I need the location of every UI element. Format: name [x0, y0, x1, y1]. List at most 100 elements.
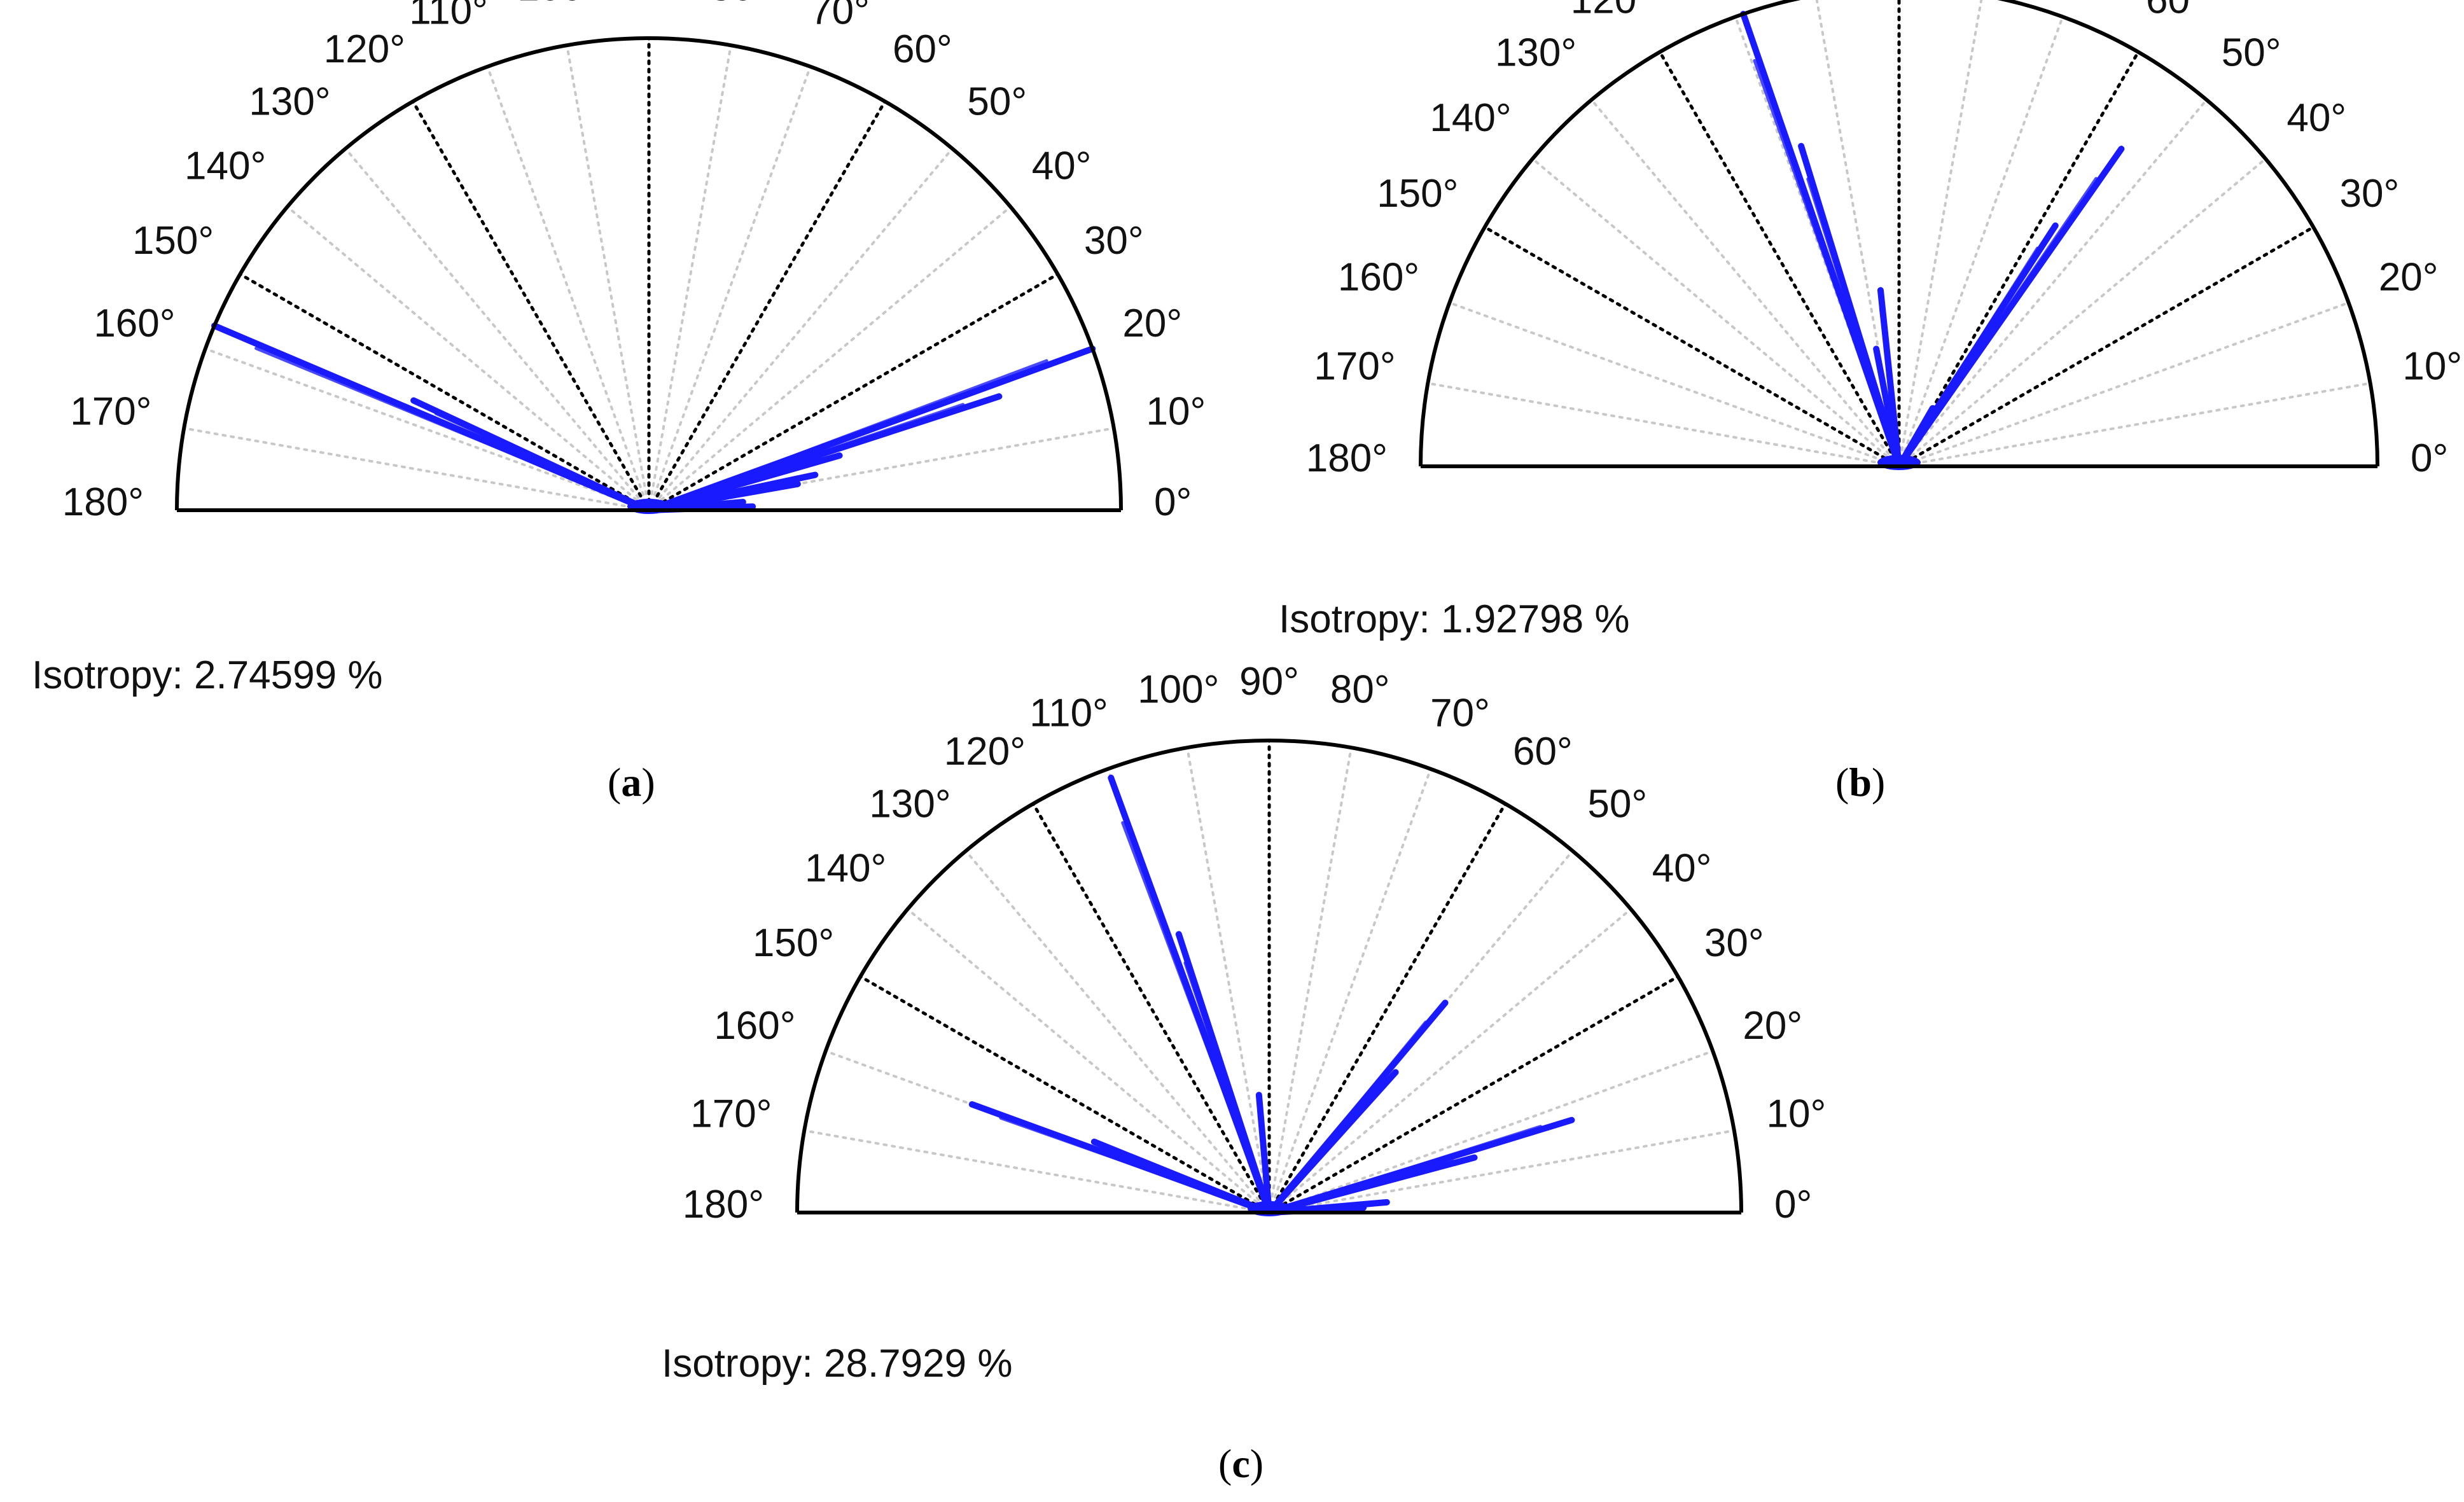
- tick-label-40: 40°: [1032, 144, 1092, 188]
- orientation-peak-edge: [1876, 359, 1901, 468]
- orientation-peak-edge: [1753, 59, 1901, 468]
- tick-label-40: 40°: [1652, 847, 1712, 891]
- minor-grid-line: [344, 147, 650, 511]
- panel-a: 0°10°20°30°40°50°60°70°80°90°100°110°120…: [32, 0, 1206, 805]
- tick-label-140: 140°: [1430, 96, 1511, 140]
- tick-label-40: 40°: [2287, 96, 2346, 140]
- isotropy-label: Isotropy: 1.92798 %: [1279, 597, 1629, 641]
- tick-label-60: 60°: [2146, 0, 2206, 22]
- isotropy-label: Isotropy: 28.7929 %: [662, 1342, 1012, 1386]
- tick-label-130: 130°: [869, 782, 950, 826]
- tick-label-140: 140°: [805, 847, 886, 891]
- tick-label-30: 30°: [1084, 219, 1144, 263]
- tick-label-30: 30°: [1704, 921, 1764, 965]
- tick-label-110: 110°: [409, 0, 488, 33]
- tick-label-150: 150°: [132, 219, 214, 263]
- tick-label-20: 20°: [1122, 302, 1182, 345]
- panel-b: 0°10°20°30°40°50°60°70°80°90°100°110°120…: [1279, 0, 2462, 805]
- angle-tick-labels: 0°10°20°30°40°50°60°70°80°90°100°110°120…: [683, 660, 1827, 1227]
- polar-frame: [795, 739, 1743, 1214]
- caption-letter: b: [1849, 760, 1872, 805]
- tick-label-180: 180°: [62, 480, 144, 524]
- polar-frame: [175, 36, 1123, 512]
- minor-grid-line: [1268, 767, 1432, 1214]
- tick-label-160: 160°: [94, 302, 175, 345]
- tick-label-70: 70°: [810, 0, 870, 33]
- tick-label-80: 80°: [1330, 667, 1390, 711]
- tick-label-120: 120°: [1571, 0, 1652, 22]
- major-grid-line: [1897, 50, 2140, 468]
- minor-grid-line: [1898, 157, 2267, 468]
- caption-letter: a: [621, 760, 641, 805]
- orientation-peak-edge: [435, 412, 651, 512]
- minor-grid-line: [1734, 15, 1900, 468]
- orientation-series: [968, 774, 1575, 1216]
- tick-label-170: 170°: [1314, 345, 1395, 389]
- tick-label-120: 120°: [324, 27, 405, 71]
- outer-arc: [1419, 0, 2379, 467]
- caption-c: (c): [1218, 1441, 1263, 1486]
- panel-c: 0° 10° 20° 30° 40°50° 60° 70° 80° 90° 100° 110°120…: [662, 660, 1826, 1486]
- outer-arc: [795, 739, 1743, 1213]
- tick-label-120: 120°: [944, 730, 1026, 774]
- minor-grid-line: [1898, 15, 2064, 468]
- tick-label-0: 0°: [1774, 1183, 1812, 1227]
- orientation-peak-edge: [1109, 1149, 1271, 1214]
- major-grid-line: [1483, 225, 1901, 468]
- minor-grid-line: [648, 205, 1012, 511]
- tick-label-20: 20°: [2379, 255, 2439, 299]
- angle-tick-labels: 0°10°20°30°40°50°60°70°80°90°100°110°120…: [1306, 0, 2462, 480]
- tick-label-170: 170°: [690, 1092, 772, 1136]
- minor-grid-line: [648, 65, 812, 511]
- tick-label-140: 140°: [184, 144, 266, 188]
- tick-label-180: 180°: [1306, 436, 1388, 480]
- minor-grid-line: [1898, 98, 2208, 468]
- minor-grid-line: [1426, 382, 1900, 468]
- caption-b: (b): [1835, 760, 1885, 805]
- tick-label-110: 110°: [1029, 692, 1108, 735]
- tick-label-30: 30°: [2340, 172, 2400, 216]
- minor-grid-line: [1898, 0, 1983, 468]
- tick-label-80: 80°: [710, 0, 770, 9]
- orientation-peak-edge: [1257, 1105, 1271, 1214]
- orientation-peak-edge: [254, 347, 651, 512]
- tick-label-10: 10°: [1146, 389, 1206, 433]
- minor-grid-line: [1590, 98, 1900, 468]
- minor-grid-line: [1898, 382, 2372, 468]
- tick-label-170: 170°: [70, 389, 151, 433]
- minor-grid-line: [1268, 746, 1353, 1214]
- tick-label-0: 0°: [2411, 436, 2448, 480]
- tick-label-60: 60°: [893, 27, 952, 71]
- polar-grid: [1426, 0, 2372, 468]
- tick-label-60: 60°: [1513, 730, 1573, 774]
- caption-letter: c: [1232, 1441, 1249, 1486]
- tick-label-20: 20°: [1743, 1004, 1802, 1048]
- tick-label-70: 70°: [1430, 692, 1490, 735]
- orientation-peak-edge: [1267, 1083, 1384, 1214]
- tick-label-130: 130°: [249, 80, 330, 123]
- minor-grid-line: [566, 44, 650, 511]
- orientation-peak-edge: [1183, 961, 1271, 1214]
- minor-grid-line: [286, 205, 650, 511]
- tick-label-100: 100°: [1138, 667, 1219, 711]
- tick-label-90: 90°: [1239, 660, 1299, 704]
- tick-label-50: 50°: [967, 80, 1027, 123]
- tick-label-160: 160°: [714, 1004, 795, 1048]
- minor-grid-line: [1448, 301, 1900, 468]
- minor-grid-line: [183, 427, 650, 511]
- minor-grid-line: [1186, 746, 1270, 1214]
- minor-grid-line: [1898, 301, 2350, 468]
- tick-label-10: 10°: [1767, 1092, 1827, 1136]
- tick-label-50: 50°: [2222, 31, 2281, 75]
- tick-label-150: 150°: [1377, 172, 1458, 216]
- major-grid-line: [1658, 50, 1901, 468]
- tick-label-150: 150°: [753, 921, 834, 965]
- major-grid-line: [1897, 225, 2315, 468]
- tick-label-100: 100°: [517, 0, 599, 9]
- minor-grid-line: [648, 44, 732, 511]
- minor-grid-line: [1531, 157, 1900, 468]
- tick-label-160: 160°: [1338, 255, 1419, 299]
- angle-tick-labels: 0°10°20°30°40°50°60°70°80°90°100°110°120…: [62, 0, 1206, 524]
- orientation-peak-edge: [1267, 1159, 1455, 1214]
